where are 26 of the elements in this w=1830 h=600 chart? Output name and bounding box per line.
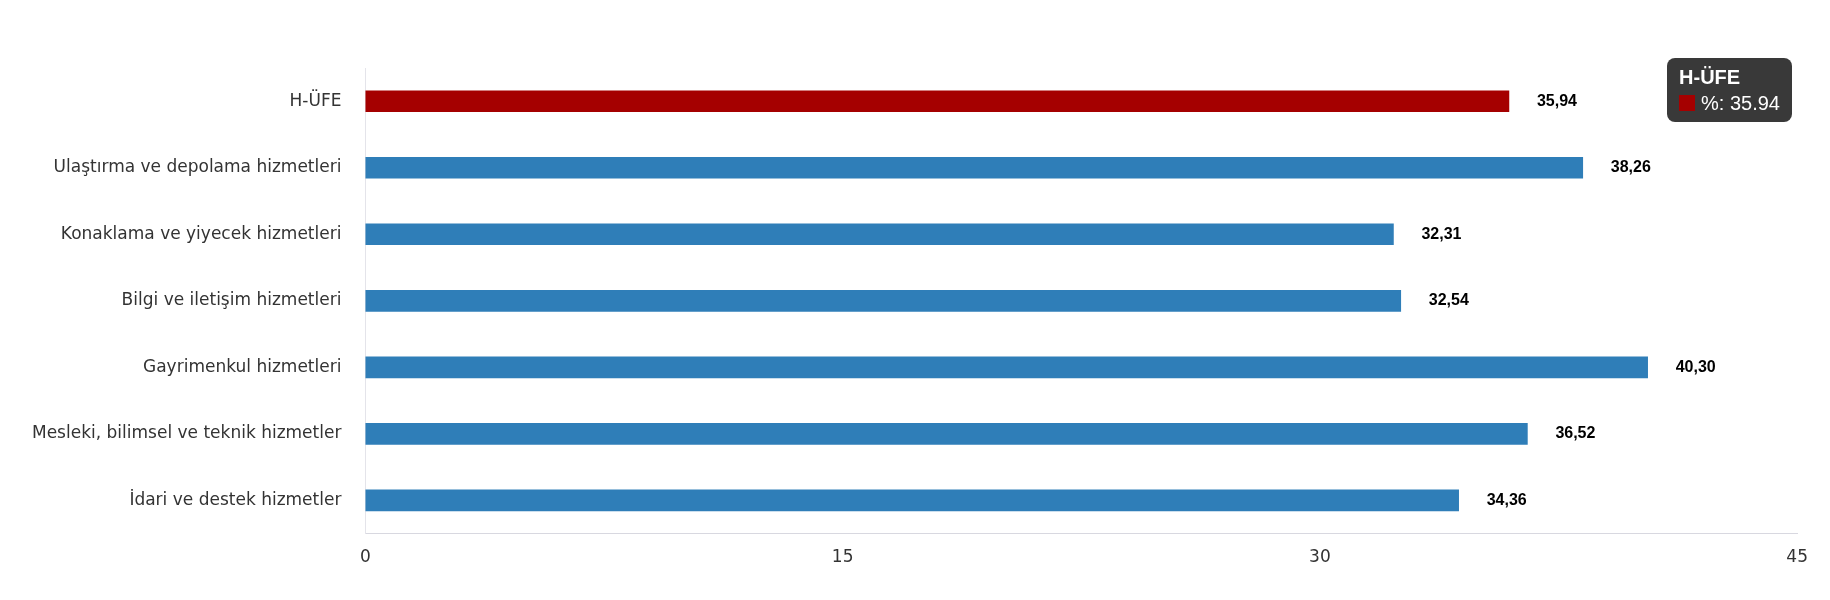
bar — [365, 223, 1394, 246]
data-label: 34,36 — [1486, 490, 1527, 508]
annotation: H-ÜFE %: 35.94 — [1679, 65, 1780, 116]
y-tick-label: İdari ve destek hizmetler — [129, 488, 342, 509]
data-label: 36,52 — [1555, 424, 1596, 442]
data-label: 35,94 — [1536, 91, 1578, 109]
x-tick-label: 15 — [831, 546, 854, 567]
data-label: 38,26 — [1610, 158, 1651, 176]
bar — [365, 356, 1648, 379]
bar — [365, 90, 1510, 113]
bar — [365, 289, 1402, 312]
bar — [365, 156, 1584, 179]
y-tick-label: Gayrimenkul hizmetleri — [143, 355, 342, 376]
y-tick-label: Ulaştırma ve depolama hizmetleri — [53, 156, 342, 177]
data-label: 40,30 — [1675, 357, 1716, 375]
x-tick-label: 0 — [360, 546, 371, 567]
x-tick-label: 45 — [1786, 546, 1808, 567]
y-tick-label: H-ÜFE — [289, 88, 342, 110]
data-label: 32,31 — [1421, 224, 1462, 242]
bar — [365, 423, 1528, 445]
y-tick-label: Bilgi ve iletişim hizmetleri — [121, 289, 342, 310]
data-label: 32,54 — [1428, 291, 1469, 309]
y-tick-label: Mesleki, bilimsel ve teknik hizmetler — [32, 422, 342, 443]
y-tick-label: Konaklama ve yiyecek hizmetleri — [60, 222, 342, 243]
bar — [365, 489, 1459, 512]
x-tick-label: 30 — [1309, 546, 1331, 567]
